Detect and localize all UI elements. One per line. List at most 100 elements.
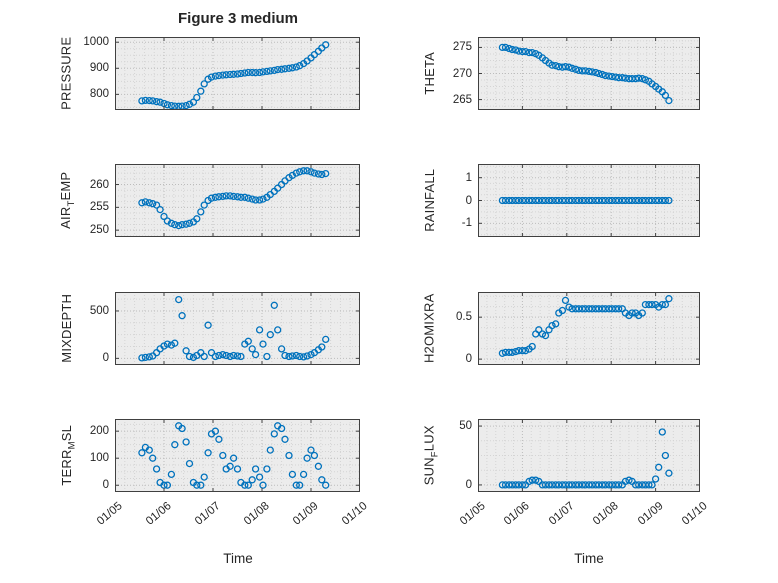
data-point-marker [292,481,300,489]
data-point-marker [285,64,293,72]
data-point-marker [601,196,610,205]
data-point-marker [568,64,576,72]
data-point-marker [568,481,576,489]
data-point-marker [521,347,530,355]
data-point-marker [193,215,201,223]
data-point-marker [548,481,556,489]
data-point-marker [552,481,560,489]
data-point-marker [651,475,660,483]
data-point-marker [581,305,590,313]
data-point-marker [515,347,523,355]
x-tick-label-text: 01/10 [339,500,370,528]
data-point-marker [185,352,194,361]
data-point-marker [229,351,238,360]
data-point-marker [244,337,252,345]
data-point-marker [322,481,330,489]
data-point-marker [167,101,176,110]
data-point-marker [152,465,161,473]
data-point-marker [163,481,172,489]
data-point-marker [178,221,186,229]
x-tick-label: 01/07 [186,500,223,528]
x-tick-label: 01/06 [137,500,174,528]
data-point-marker [665,469,673,477]
data-point-marker [270,66,278,75]
data-point-marker [219,71,227,79]
data-point-marker [197,208,205,216]
data-point-marker [498,196,507,205]
data-point-marker [307,446,315,454]
data-point-marker [296,481,304,489]
data-point-marker [318,343,326,351]
x-tick-label: 01/09 [284,500,321,528]
data-point-marker [615,305,623,313]
data-point-marker [645,481,653,489]
data-point-marker [638,309,646,317]
data-point-marker [512,481,520,489]
data-point-marker [175,295,183,304]
data-point-marker [226,192,234,200]
data-point-marker [171,339,179,347]
data-point-marker [581,67,590,75]
data-point-marker [615,74,623,82]
data-point-marker [541,331,550,340]
data-point-marker [197,481,205,489]
y-tick-label: 1 [465,171,472,184]
data-point-marker [611,481,620,489]
data-point-marker [528,48,536,57]
data-point-marker [310,451,319,460]
x-tick-label-text: 01/09 [635,500,666,528]
y-tick-label: 500 [89,304,109,317]
data-point-marker [611,305,620,313]
plot-canvas [114,419,361,493]
data-point-marker [299,470,308,479]
y-axis-label-sub: F [429,451,441,458]
data-point-marker [621,74,630,82]
data-point-marker [578,196,586,205]
data-point-marker [648,300,656,309]
data-point-marker [588,481,596,489]
data-point-marker [615,481,623,489]
data-point-marker [661,300,670,309]
x-tick-label-text: 01/10 [679,500,710,528]
x-tick-label: 01/09 [629,500,666,528]
data-point-marker [661,91,670,100]
data-point-marker [501,196,510,205]
axes-box [115,419,360,492]
subplot-h2omixra: H2OMIXRA 0 0.5 [422,292,701,365]
data-point-marker [585,305,593,313]
data-point-marker [515,481,523,489]
data-point-marker [588,68,596,76]
data-point-marker [618,196,626,205]
y-tick-label: 0 [465,478,472,491]
data-point-marker [288,352,297,360]
data-point-marker [145,199,153,207]
data-point-marker [555,63,563,71]
data-point-marker [193,93,201,102]
data-point-marker [277,65,286,73]
subplot-airtemp: AIRTEMP 250 255 260 [59,164,361,237]
y-axis-label: SUNFLUX [422,426,441,486]
data-point-marker [303,352,311,360]
data-point-marker [565,481,573,489]
data-point-marker [241,193,249,201]
data-point-marker [152,201,161,209]
data-point-marker [645,300,653,309]
data-point-marker [204,449,212,457]
data-point-marker [528,476,536,484]
plot-area [477,292,701,365]
plot-canvas [114,292,361,365]
y-tick-label: 900 [89,62,109,75]
data-point-marker [237,69,245,78]
x-tick-label-text: 01/06 [143,500,174,528]
data-point-marker [303,454,311,462]
data-point-marker [598,481,606,489]
data-point-marker [251,350,260,359]
data-point-marker [251,196,260,204]
axes-box [115,164,360,237]
data-point-marker [655,463,663,471]
data-point-marker [548,61,556,69]
data-point-marker [605,72,613,80]
data-point-marker [215,435,223,443]
data-point-marker [568,196,576,205]
x-tick-label-text: 01/07 [546,500,577,528]
